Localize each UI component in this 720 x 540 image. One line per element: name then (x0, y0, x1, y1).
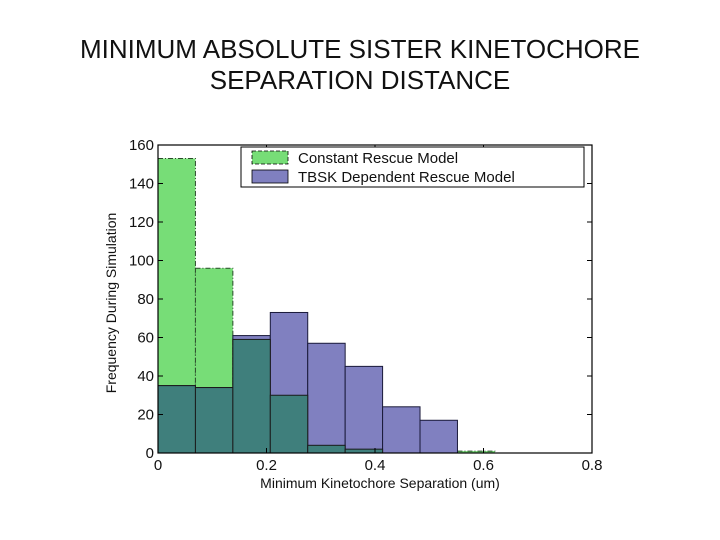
overlap-bar (307, 444, 346, 454)
y-tick-label: 120 (129, 214, 154, 231)
y-axis-label: Frequency During Simulation (103, 213, 119, 394)
x-tick-label: 0.6 (473, 457, 494, 474)
legend-swatch-constant (251, 150, 289, 165)
slide-title-line-2: SEPARATION DISTANCE (209, 65, 511, 95)
tbsk-rescue-bar (382, 406, 421, 454)
overlap-bar (232, 338, 271, 454)
x-tick-labels: 0 0.2 0.4 0.6 0.8 (154, 457, 603, 474)
overlap-bar (194, 387, 234, 454)
y-tick-label: 100 (129, 253, 154, 270)
y-tick-label: 60 (137, 330, 154, 347)
tbsk-rescue-bar (344, 365, 384, 454)
y-tick-labels: 0 20 40 60 80 100 120 140 160 (129, 137, 154, 462)
y-tick-label: 20 (137, 407, 154, 424)
y-tick-label: 0 (146, 445, 154, 462)
legend-label-constant: Constant Rescue Model (298, 150, 458, 167)
y-tick-label: 80 (137, 291, 154, 308)
x-tick-label: 0 (154, 457, 162, 474)
overlap-bar (269, 394, 309, 454)
legend-swatch-tbsk (251, 169, 289, 184)
slide-title: MINIMUM ABSOLUTE SISTER KINETOCHORE SEPA… (0, 34, 720, 96)
tbsk-rescue-bar (419, 419, 458, 454)
legend-box (240, 146, 585, 188)
y-tick-label: 40 (137, 368, 154, 385)
legend-label-tbsk: TBSK Dependent Rescue Model (298, 169, 515, 186)
tbsk-rescue-bar (307, 342, 346, 454)
slide-title-line-1: MINIMUM ABSOLUTE SISTER KINETOCHORE (79, 34, 641, 64)
y-tick-label: 140 (129, 176, 154, 193)
x-tick-label: 0.2 (256, 457, 277, 474)
x-tick-label: 0.8 (582, 457, 603, 474)
y-tick-label: 160 (129, 137, 154, 154)
x-axis-label: Minimum Kinetochore Separation (um) (260, 475, 500, 491)
chart-legend: Constant Rescue Model TBSK Dependent Res… (240, 146, 585, 188)
x-tick-label: 0.4 (365, 457, 386, 474)
axis-ticks (157, 144, 593, 454)
overlap-bar (157, 385, 196, 454)
